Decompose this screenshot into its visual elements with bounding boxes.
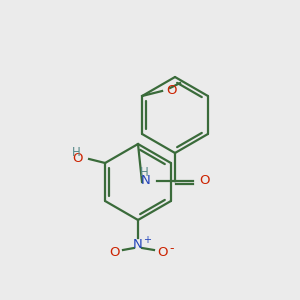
Text: H: H xyxy=(72,146,80,158)
Text: +: + xyxy=(143,235,151,245)
Text: H: H xyxy=(140,167,148,179)
Text: N: N xyxy=(140,173,150,187)
Text: O: O xyxy=(73,152,83,164)
Text: O: O xyxy=(199,173,209,187)
Text: N: N xyxy=(133,238,143,250)
Text: O: O xyxy=(166,83,177,97)
Text: O: O xyxy=(157,245,167,259)
Text: O: O xyxy=(109,245,119,259)
Text: -: - xyxy=(169,242,173,256)
